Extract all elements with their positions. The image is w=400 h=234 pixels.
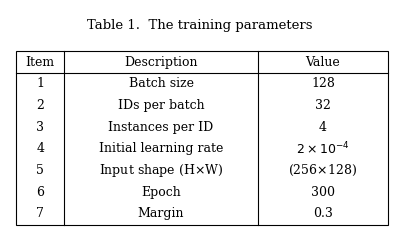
- Text: 6: 6: [36, 186, 44, 199]
- Text: Input shape (H$\times$W): Input shape (H$\times$W): [99, 162, 223, 179]
- Text: 128: 128: [311, 77, 335, 91]
- Text: Value: Value: [306, 56, 340, 69]
- Text: 1: 1: [36, 77, 44, 91]
- Text: Instances per ID: Instances per ID: [108, 121, 214, 134]
- Text: Margin: Margin: [138, 207, 184, 220]
- Text: 4: 4: [319, 121, 327, 134]
- Text: (256$\times$128): (256$\times$128): [288, 163, 358, 178]
- Text: 7: 7: [36, 207, 44, 220]
- Text: $2 \times 10^{-4}$: $2 \times 10^{-4}$: [296, 141, 350, 157]
- Text: 300: 300: [311, 186, 335, 199]
- Bar: [16, 51, 388, 225]
- Text: 32: 32: [315, 99, 331, 112]
- Text: 2: 2: [36, 99, 44, 112]
- Text: Epoch: Epoch: [141, 186, 181, 199]
- Text: 5: 5: [36, 164, 44, 177]
- Text: Description: Description: [124, 56, 198, 69]
- Text: Item: Item: [26, 56, 55, 69]
- Text: 4: 4: [36, 142, 44, 155]
- Text: Batch size: Batch size: [128, 77, 194, 91]
- Text: IDs per batch: IDs per batch: [118, 99, 204, 112]
- Text: 0.3: 0.3: [313, 207, 333, 220]
- Text: Initial learning rate: Initial learning rate: [99, 142, 223, 155]
- Text: Table 1.  The training parameters: Table 1. The training parameters: [87, 19, 313, 32]
- Text: 3: 3: [36, 121, 44, 134]
